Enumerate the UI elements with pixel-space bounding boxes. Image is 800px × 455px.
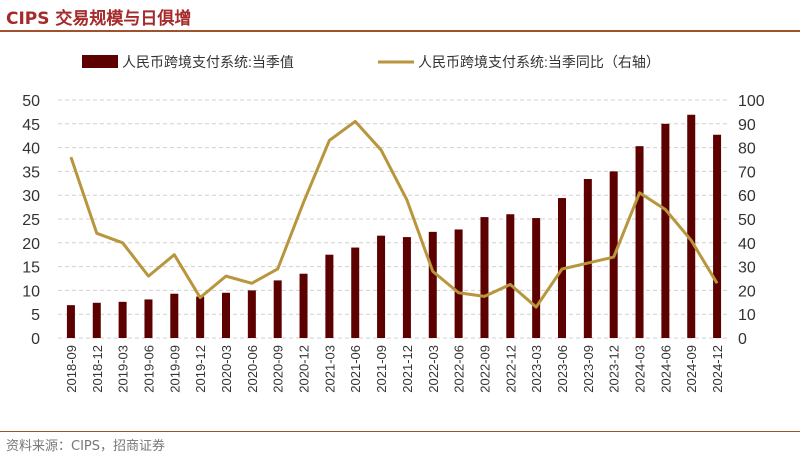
left-tick-label: 25 <box>22 212 40 229</box>
right-tick-label: 40 <box>738 236 756 253</box>
x-tick-label: 2019-03 <box>116 345 131 393</box>
x-tick-label: 2023-06 <box>555 345 570 393</box>
legend-bar-label: 人民币跨境支付系统:当季值 <box>122 54 294 70</box>
right-tick-label: 90 <box>738 117 756 134</box>
bar <box>66 305 75 338</box>
bottom-divider <box>0 431 800 432</box>
x-tick-label: 2023-12 <box>607 345 622 393</box>
x-tick-label: 2023-09 <box>581 345 596 393</box>
bar <box>144 299 153 338</box>
bar <box>506 214 515 338</box>
legend-line-label: 人民币跨境支付系统:当季同比（右轴） <box>418 54 660 70</box>
x-tick-label: 2022-12 <box>503 345 518 393</box>
source-note: 资料来源：CIPS，招商证券 <box>6 439 166 454</box>
right-tick-label: 80 <box>738 141 756 158</box>
x-tick-label: 2022-06 <box>452 345 467 393</box>
bar <box>713 134 722 338</box>
left-tick-label: 40 <box>22 141 40 158</box>
x-tick-label: 2020-06 <box>245 345 260 393</box>
bar <box>687 114 696 338</box>
x-tick-label: 2022-09 <box>477 345 492 393</box>
left-tick-label: 20 <box>22 236 40 253</box>
right-tick-label: 100 <box>738 93 765 110</box>
bar <box>118 301 127 338</box>
left-tick-label: 5 <box>31 307 40 324</box>
left-tick-label: 15 <box>22 260 40 277</box>
bar <box>377 235 386 338</box>
x-tick-label: 2018-09 <box>64 345 79 393</box>
title-divider <box>0 30 800 32</box>
bar <box>273 280 282 338</box>
x-tick-label: 2020-12 <box>297 345 312 393</box>
bar <box>92 302 101 338</box>
bar <box>532 218 541 338</box>
x-tick-label: 2021-09 <box>374 345 389 393</box>
x-tick-label: 2019-06 <box>141 345 156 393</box>
bar <box>428 231 437 338</box>
right-tick-label: 70 <box>738 164 756 181</box>
x-tick-label: 2020-09 <box>271 345 286 393</box>
x-tick-label: 2021-12 <box>400 345 415 393</box>
legend-bar-swatch <box>82 55 118 68</box>
x-tick-label: 2021-06 <box>348 345 363 393</box>
x-tick-label: 2021-03 <box>322 345 337 393</box>
x-tick-label: 2024-03 <box>633 345 648 393</box>
bar <box>402 237 411 338</box>
right-tick-label: 10 <box>738 307 756 324</box>
x-tick-label: 2019-12 <box>193 345 208 393</box>
bar <box>247 290 256 338</box>
bar <box>480 217 489 338</box>
left-tick-label: 0 <box>31 331 40 348</box>
left-tick-label: 10 <box>22 283 40 300</box>
bar <box>661 123 670 338</box>
right-tick-label: 0 <box>738 331 747 348</box>
bar <box>583 179 592 338</box>
x-tick-label: 2022-03 <box>426 345 441 393</box>
left-tick-label: 35 <box>22 164 40 181</box>
x-tick-label: 2019-09 <box>167 345 182 393</box>
x-tick-label: 2024-06 <box>658 345 673 393</box>
bar <box>170 293 179 338</box>
bar <box>196 296 205 338</box>
x-tick-label: 2023-03 <box>529 345 544 393</box>
x-tick-label: 2024-09 <box>684 345 699 393</box>
x-tick-label: 2024-12 <box>710 345 725 393</box>
x-tick-label: 2018-12 <box>90 345 105 393</box>
chart: 0 5 10 15 20 25 30 35 40 45 50 0 10 20 30 40 50 60 70 80 90 1… <box>22 54 765 393</box>
right-tick-label: 30 <box>738 260 756 277</box>
left-tick-label: 30 <box>22 188 40 205</box>
bar <box>454 229 463 338</box>
bar <box>299 273 308 338</box>
x-tick-label: 2020-03 <box>219 345 234 393</box>
bar <box>351 247 360 338</box>
line-series <box>69 119 719 309</box>
chart-title: CIPS 交易规模与日俱增 <box>6 9 192 29</box>
bar <box>635 146 644 338</box>
left-tick-label: 50 <box>22 93 40 110</box>
right-tick-label: 50 <box>738 212 756 229</box>
right-tick-label: 60 <box>738 188 756 205</box>
bar <box>222 292 230 338</box>
right-tick-label: 20 <box>738 283 756 300</box>
bar <box>325 254 334 338</box>
left-tick-label: 45 <box>22 117 40 134</box>
